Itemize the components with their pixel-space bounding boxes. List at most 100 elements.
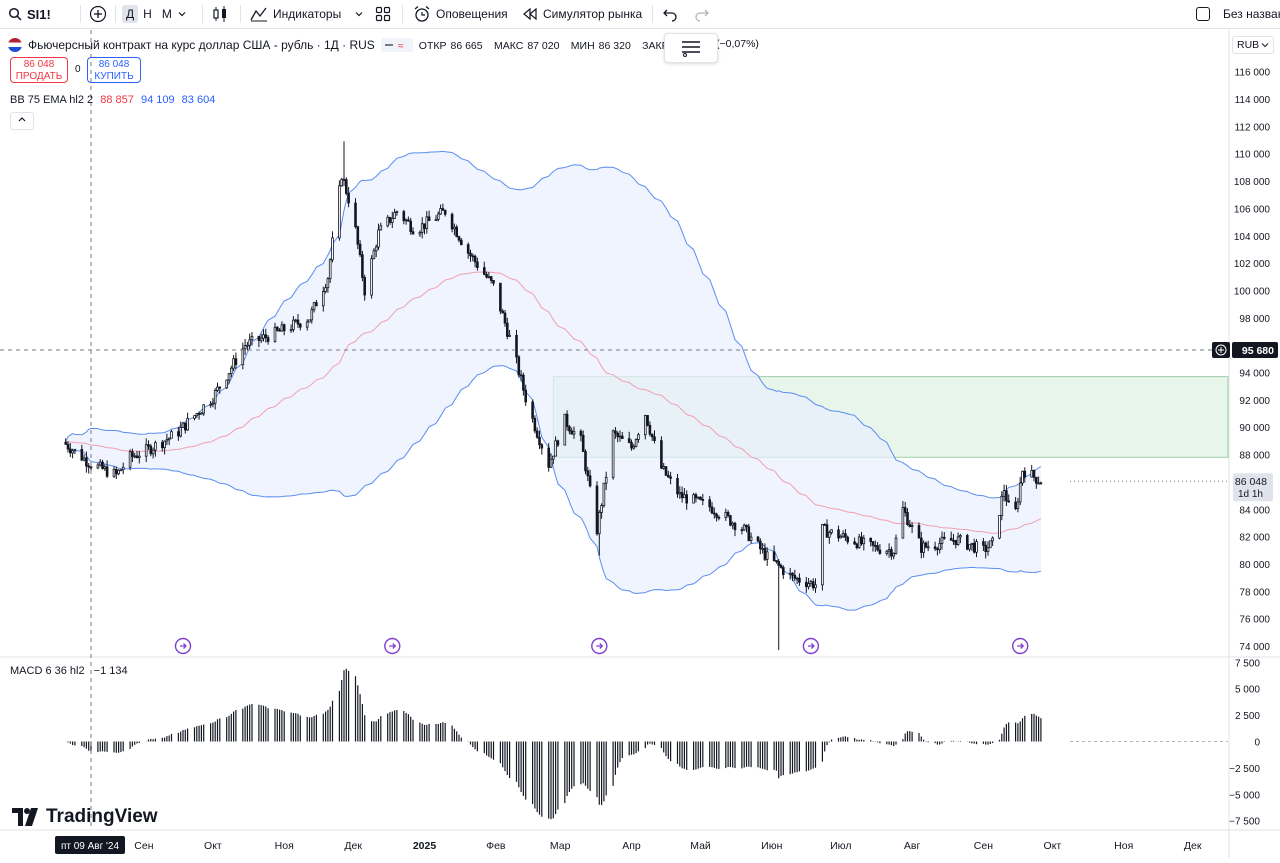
- candle: [505, 317, 509, 340]
- candle: [115, 466, 118, 479]
- sell-button[interactable]: 86 048 ПРОДАТЬ: [10, 57, 68, 83]
- candle-body: [989, 540, 992, 549]
- candle-body: [552, 455, 555, 460]
- candle-body: [87, 465, 91, 468]
- candle-body: [729, 515, 732, 526]
- candle-body: [179, 427, 183, 437]
- candle: [241, 342, 245, 370]
- candle-body: [312, 302, 316, 311]
- candle-body: [775, 560, 778, 562]
- bb-value-basis: 88 857: [100, 94, 134, 106]
- candle: [779, 563, 783, 569]
- indicators-button[interactable]: Индикаторы: [250, 0, 364, 28]
- add-alert-icon[interactable]: [1212, 342, 1230, 358]
- chart-type-button[interactable]: [212, 0, 228, 28]
- candle-body: [69, 448, 72, 454]
- candle: [715, 512, 718, 522]
- candle: [724, 508, 728, 521]
- candle-body: [878, 549, 882, 554]
- chevron-down-icon[interactable]: [354, 9, 364, 19]
- candle-body: [280, 324, 284, 332]
- candle-body: [644, 415, 647, 436]
- symbol-search[interactable]: SI1!: [8, 0, 51, 28]
- price-tick-label: 84 000: [1239, 505, 1270, 516]
- candle-body: [581, 434, 585, 452]
- candle-body: [616, 432, 619, 438]
- candle-body: [197, 413, 201, 415]
- compare-button[interactable]: [89, 0, 107, 28]
- candle-body: [699, 496, 702, 500]
- event-marker-icon[interactable]: [1012, 637, 1029, 655]
- candle-body: [795, 577, 799, 580]
- layout-name-button[interactable]: Без назван: [1196, 0, 1280, 28]
- ohlc-low: 86 320: [598, 40, 631, 52]
- candle: [811, 578, 815, 591]
- candle-body: [759, 540, 762, 550]
- candle-body: [892, 552, 895, 557]
- candle-body: [926, 546, 930, 549]
- candle-body: [112, 468, 116, 477]
- candle-body: [505, 322, 509, 337]
- candle-body: [565, 413, 569, 428]
- event-marker-icon[interactable]: [802, 637, 820, 655]
- event-marker-icon[interactable]: [174, 637, 192, 655]
- macd-legend[interactable]: MACD 6 36 hl2 −1 134: [10, 665, 128, 677]
- candle: [871, 541, 875, 552]
- candle-body: [229, 367, 233, 374]
- candle: [940, 531, 944, 550]
- interval-month[interactable]: М: [161, 7, 172, 21]
- interval-day[interactable]: Д: [122, 5, 139, 23]
- candle: [713, 507, 716, 519]
- interval-week[interactable]: Н: [143, 7, 152, 21]
- candle: [982, 537, 985, 552]
- buy-button[interactable]: 86 048 КУПИТЬ: [87, 57, 141, 83]
- tradingview-logo[interactable]: TradingView: [12, 806, 158, 828]
- undo-button[interactable]: [662, 0, 678, 28]
- candle-body: [1023, 470, 1027, 478]
- currency-selector[interactable]: RUB: [1232, 36, 1274, 54]
- candle-body: [708, 499, 711, 508]
- candle-body: [763, 548, 767, 560]
- candle: [379, 222, 383, 231]
- chart-canvas[interactable]: 116 000 114 000 112 000 110 000 108 000 106 0…: [0, 29, 1280, 858]
- candle: [85, 451, 88, 473]
- candle-body: [954, 539, 958, 545]
- candle: [246, 341, 249, 351]
- candle-body: [135, 455, 139, 458]
- candle-body: [425, 216, 429, 229]
- candle-body: [105, 466, 109, 477]
- candle: [225, 379, 229, 389]
- event-marker-icon[interactable]: [591, 637, 608, 655]
- chart-area[interactable]: 116 000 114 000 112 000 110 000 108 000 106 0…: [0, 29, 1280, 858]
- candle-body: [991, 537, 994, 542]
- layouts-button[interactable]: [375, 0, 391, 28]
- chevron-down-icon[interactable]: [177, 9, 187, 19]
- candle-body: [547, 447, 550, 468]
- currency-label: RUB: [1237, 39, 1260, 51]
- toolbar-divider: [202, 5, 203, 23]
- candle-body: [680, 492, 684, 499]
- candle-body: [667, 474, 670, 478]
- candle-body: [740, 529, 744, 532]
- candle: [837, 525, 840, 542]
- collapse-legend-button[interactable]: [10, 112, 34, 130]
- logo-text: TradingView: [46, 806, 158, 827]
- candle-body: [1005, 490, 1008, 502]
- floating-menu-button[interactable]: [664, 33, 718, 63]
- replay-button[interactable]: Симулятор рынка: [522, 0, 642, 28]
- price-tick-label: 100 000: [1234, 286, 1271, 297]
- alerts-button[interactable]: Оповещения: [413, 0, 508, 28]
- candle: [825, 519, 829, 538]
- candle-body: [315, 302, 318, 307]
- event-marker-icon[interactable]: [384, 637, 401, 655]
- bb-legend[interactable]: BB 75 EMA hl2 2 88 857 94 109 83 604: [10, 94, 215, 106]
- candle: [549, 453, 553, 468]
- candle: [321, 286, 325, 312]
- candle-body: [924, 542, 928, 548]
- macd-tick-label: −2 500: [1229, 764, 1260, 775]
- candle-body: [959, 535, 962, 538]
- redo-button[interactable]: [694, 0, 710, 28]
- candle-body: [402, 211, 406, 222]
- candle: [519, 370, 523, 382]
- candle: [489, 275, 493, 284]
